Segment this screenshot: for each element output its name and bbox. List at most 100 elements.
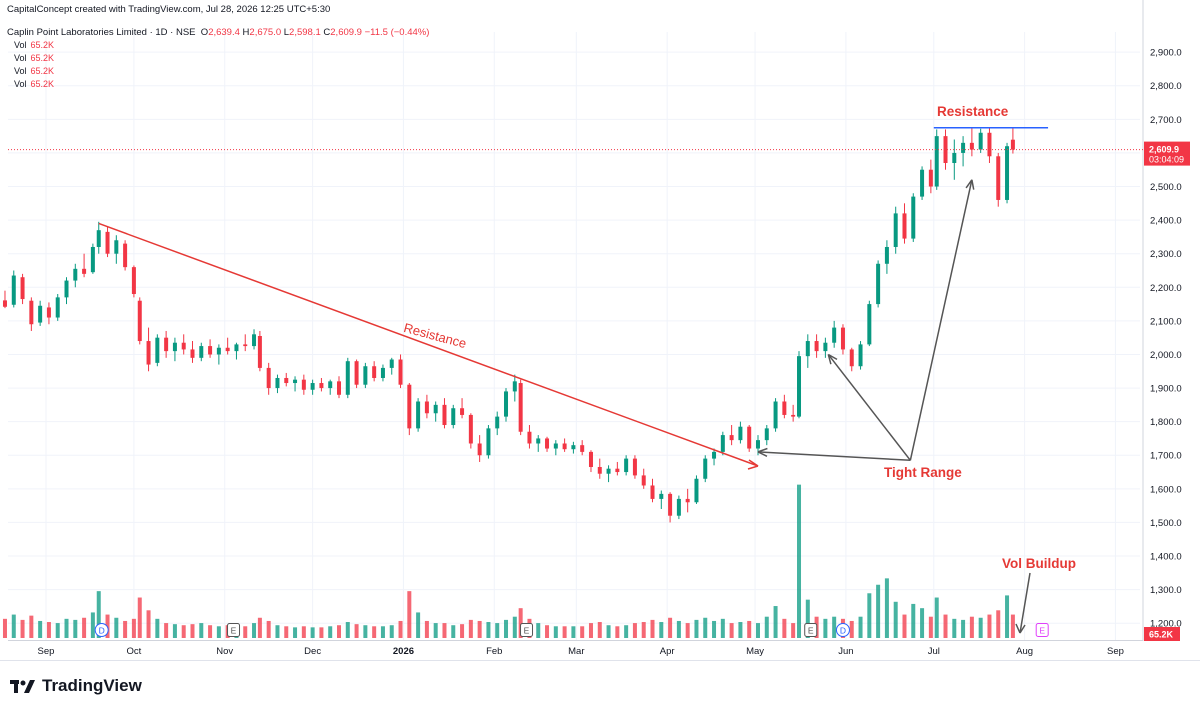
x-tick-label: Dec [304, 646, 321, 657]
candle-body [545, 438, 550, 449]
candle-body [252, 334, 257, 347]
candle-body [164, 337, 169, 352]
volume-bar [987, 614, 992, 638]
tight-range-arrowhead [965, 179, 975, 190]
candle-body [755, 440, 760, 449]
candle-body [1010, 139, 1015, 150]
volume-bar [433, 623, 438, 638]
volume-bar [252, 623, 257, 638]
earnings-marker-label: E [1039, 626, 1045, 636]
volume-bar [380, 626, 385, 638]
volume-bar [588, 623, 593, 638]
y-tick-label: 1,800.0 [1150, 417, 1182, 428]
candle-body [389, 359, 394, 368]
dividend-marker [94, 623, 109, 637]
volume-bar [190, 624, 195, 638]
y-tick-label: 1,600.0 [1150, 484, 1182, 495]
candle-body [884, 246, 889, 264]
x-tick-label: Sep [1107, 646, 1124, 657]
symbol-name[interactable]: Caplin Point Laboratories Limited · 1D ·… [7, 27, 196, 38]
candle-body [764, 428, 769, 441]
volume-bar [275, 625, 280, 638]
tradingview-logo[interactable]: TradingView [10, 676, 142, 696]
candle-body [791, 414, 796, 417]
volume-bar [90, 612, 95, 638]
volume-bar [553, 626, 558, 638]
candle-body [64, 280, 69, 298]
x-tick-label: Apr [660, 646, 675, 657]
candle-body [553, 443, 558, 449]
volume-bar [38, 620, 43, 638]
candle-body [190, 349, 195, 358]
candle-body [363, 366, 368, 385]
candle-body [943, 136, 948, 164]
candle-body [934, 136, 939, 187]
candle-body [562, 443, 567, 450]
volume-bar [911, 603, 916, 638]
candle-body [928, 169, 933, 187]
earnings-marker-label: E [231, 626, 237, 636]
volume-bar [978, 617, 983, 638]
y-tick-label: 2,700.0 [1150, 115, 1182, 126]
x-tick-label: Oct [127, 646, 142, 657]
candle-body [225, 347, 230, 352]
candle-body [996, 156, 1001, 200]
volume-bar [943, 614, 948, 638]
candle-body [172, 342, 177, 352]
x-tick-label: Mar [568, 646, 584, 657]
volume-bar [703, 617, 708, 638]
candle-body [527, 431, 532, 444]
volume-bar [372, 626, 377, 638]
candle-body [96, 230, 101, 247]
volume-bar [2, 618, 7, 638]
candle-body [266, 367, 271, 389]
volume-bar [902, 614, 907, 638]
volume-bar [849, 620, 854, 638]
volume-bar [164, 623, 169, 638]
candle-body [123, 243, 128, 268]
last-price-tag [1144, 141, 1190, 166]
volume-bar [632, 623, 637, 638]
y-tick-label: 2,900.0 [1150, 48, 1182, 59]
volume-bar [571, 626, 576, 638]
volume-bar [407, 591, 412, 638]
candle-body [114, 240, 119, 254]
x-tick-label: Aug [1016, 646, 1033, 657]
candle-body [597, 467, 602, 474]
volume-bar [495, 623, 500, 638]
candle-body [46, 307, 51, 318]
earnings-marker [227, 623, 241, 637]
volume-bar [73, 619, 78, 638]
earnings-marker-label: E [524, 626, 530, 636]
volume-bar [876, 584, 881, 638]
candle-body [257, 336, 262, 368]
countdown-timer: 03:04:09 [1149, 155, 1184, 165]
x-tick-label: Sep [38, 646, 55, 657]
candle-body [978, 132, 983, 150]
vol-buildup-arrow [1019, 572, 1031, 634]
volume-bar [398, 620, 403, 638]
volume-bar [867, 593, 872, 638]
candle-body [208, 346, 213, 355]
volume-bar [650, 619, 655, 638]
volume-bar [545, 625, 550, 638]
candle-body [416, 401, 421, 429]
candle-body [606, 468, 611, 474]
candle-body [82, 268, 87, 274]
candle-body [615, 468, 620, 473]
trendline-arrowhead [747, 459, 759, 470]
candle-body [738, 426, 743, 441]
candle-body [433, 404, 438, 414]
volume-bar [64, 618, 69, 638]
earnings-marker [804, 623, 818, 637]
candle-body [823, 342, 828, 352]
volume-bar [46, 622, 51, 638]
candle-body [571, 445, 576, 450]
last-volume-tag [1144, 627, 1180, 641]
volume-bar [82, 617, 87, 638]
volume-bar [123, 620, 128, 638]
candle-body [969, 142, 974, 150]
candle-body [659, 493, 664, 499]
